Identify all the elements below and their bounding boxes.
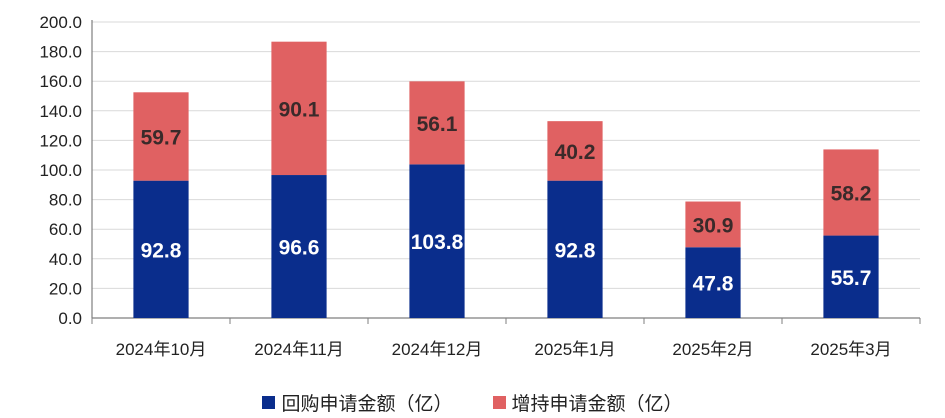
data-label-buyback: 96.6 bbox=[279, 237, 320, 260]
x-tick-label: 2025年2月 bbox=[672, 340, 753, 359]
data-label-increase: 90.1 bbox=[279, 98, 320, 121]
y-tick-label: 60.0 bbox=[49, 220, 82, 239]
grid-lines bbox=[92, 21, 920, 289]
bar-buyback bbox=[409, 164, 465, 318]
legend-swatch-buyback bbox=[262, 395, 276, 409]
y-tick-label: 100.0 bbox=[39, 161, 82, 180]
x-tick-label: 2024年10月 bbox=[116, 340, 207, 359]
y-tick-label: 80.0 bbox=[49, 191, 82, 210]
data-label-buyback: 92.8 bbox=[141, 239, 182, 262]
bar-increase bbox=[547, 121, 603, 181]
y-tick-label: 0.0 bbox=[58, 309, 82, 328]
data-label-increase: 58.2 bbox=[831, 182, 872, 205]
bar-buyback bbox=[823, 235, 879, 318]
y-tick-label: 180.0 bbox=[39, 43, 82, 62]
data-label-buyback: 92.8 bbox=[555, 239, 596, 262]
data-label-increase: 56.1 bbox=[417, 113, 458, 136]
bar-increase bbox=[133, 92, 189, 181]
legend-item-buyback: 回购申请金额（亿） bbox=[262, 389, 453, 416]
x-tick-label: 2025年1月 bbox=[534, 340, 615, 359]
bar-buyback bbox=[547, 180, 603, 318]
y-tick-label: 120.0 bbox=[39, 131, 82, 150]
bar-increase bbox=[409, 81, 465, 165]
legend-swatch-increase bbox=[492, 395, 506, 409]
y-tick-label: 160.0 bbox=[39, 72, 82, 91]
x-tick-label: 2024年11月 bbox=[254, 340, 343, 359]
x-tick-label: 2025年3月 bbox=[810, 340, 891, 359]
bar-increase bbox=[823, 149, 879, 236]
legend-label-buyback: 回购申请金额（亿） bbox=[281, 393, 453, 415]
bar-buyback bbox=[271, 175, 327, 318]
data-label-buyback: 47.8 bbox=[693, 273, 734, 296]
bar-buyback bbox=[133, 180, 189, 318]
bar-buyback bbox=[685, 247, 741, 318]
data-label-buyback: 103.8 bbox=[411, 231, 464, 254]
data-label-increase: 40.2 bbox=[555, 141, 596, 164]
y-tick-label: 200.0 bbox=[39, 13, 82, 32]
data-label-buyback: 55.7 bbox=[831, 267, 872, 290]
x-tick-label: 2024年12月 bbox=[392, 340, 483, 359]
legend-label-increase: 增持申请金额（亿） bbox=[511, 393, 683, 415]
bars bbox=[133, 41, 879, 318]
axes: 0.0 20.0 40.0 60.0 80.0 100.0 120.0 140.0 160.0 1… bbox=[39, 13, 921, 359]
legend: 回购申请金额（亿） 增持申请金额（亿） bbox=[0, 386, 945, 418]
bar-increase bbox=[271, 41, 327, 176]
data-labels: 92.8 59.7 96.6 90.1 103.8 56.1 92.8 40.2 47.8 30.… bbox=[141, 98, 872, 295]
y-tick-label: 140.0 bbox=[39, 102, 82, 121]
y-tick-label: 20.0 bbox=[49, 279, 82, 298]
bar-increase bbox=[685, 201, 741, 248]
data-label-increase: 59.7 bbox=[141, 126, 182, 149]
y-tick-label: 40.0 bbox=[49, 250, 82, 269]
data-label-increase: 30.9 bbox=[693, 214, 734, 237]
legend-item-increase: 增持申请金额（亿） bbox=[492, 389, 683, 416]
stacked-bar-chart: 0.0 20.0 40.0 60.0 80.0 100.0 120.0 140.0 160.0 1… bbox=[39, 13, 921, 359]
